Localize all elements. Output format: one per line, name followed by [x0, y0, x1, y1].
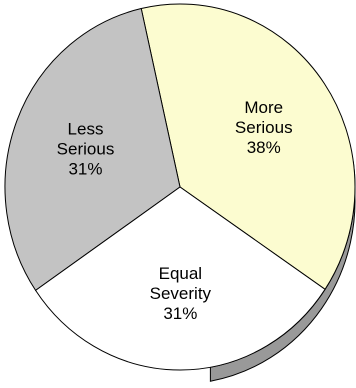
- pie-slice-category: Equal: [159, 264, 202, 283]
- pie-slice-label-1: Less Serious 31%: [57, 119, 115, 178]
- pie-slice-value: 31%: [163, 304, 197, 323]
- pie-slice-category: Severity: [150, 284, 212, 303]
- pie-slice-category: Serious: [57, 139, 115, 158]
- pie-slices: [4, 3, 356, 371]
- pie-slice-0: [140, 3, 356, 291]
- pie-slice-value: 38%: [247, 138, 281, 157]
- pie-labels: More Serious 38%Less Serious 31%Equal Severit…: [57, 98, 293, 323]
- pie-slice-category: More: [244, 98, 283, 117]
- pie-slice-label-2: Equal Severity 31%: [150, 264, 212, 323]
- pie-slice-category: Less: [68, 119, 104, 138]
- pie-slice-value: 31%: [68, 159, 102, 178]
- pie-slice-category: Serious: [235, 118, 293, 137]
- pie-slice-2: [34, 186, 326, 371]
- pie-slice-label-0: More Serious 38%: [235, 98, 293, 157]
- pie-slice-1: [4, 7, 181, 292]
